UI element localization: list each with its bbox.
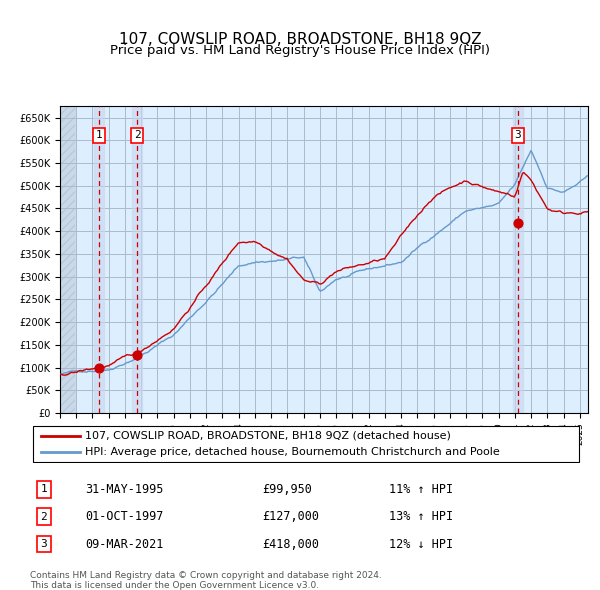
Text: 3: 3 xyxy=(40,539,47,549)
Text: 107, COWSLIP ROAD, BROADSTONE, BH18 9QZ (detached house): 107, COWSLIP ROAD, BROADSTONE, BH18 9QZ … xyxy=(85,431,451,441)
Bar xyxy=(60,106,74,413)
Text: Price paid vs. HM Land Registry's House Price Index (HPI): Price paid vs. HM Land Registry's House … xyxy=(110,44,490,57)
Point xyxy=(133,350,142,360)
FancyBboxPatch shape xyxy=(33,427,579,463)
Bar xyxy=(60,106,74,413)
Text: 01-OCT-1997: 01-OCT-1997 xyxy=(85,510,164,523)
Text: 3: 3 xyxy=(514,130,521,140)
Bar xyxy=(94,106,104,413)
Text: 13% ↑ HPI: 13% ↑ HPI xyxy=(389,510,453,523)
Text: 12% ↓ HPI: 12% ↓ HPI xyxy=(389,537,453,550)
Text: 107, COWSLIP ROAD, BROADSTONE, BH18 9QZ: 107, COWSLIP ROAD, BROADSTONE, BH18 9QZ xyxy=(119,32,481,47)
Text: £127,000: £127,000 xyxy=(262,510,319,523)
Text: 31-MAY-1995: 31-MAY-1995 xyxy=(85,483,164,496)
Text: 11% ↑ HPI: 11% ↑ HPI xyxy=(389,483,453,496)
Point xyxy=(95,363,104,372)
Text: 2: 2 xyxy=(40,512,47,522)
Text: Contains HM Land Registry data © Crown copyright and database right 2024.: Contains HM Land Registry data © Crown c… xyxy=(30,571,382,580)
Bar xyxy=(132,106,142,413)
Text: This data is licensed under the Open Government Licence v3.0.: This data is licensed under the Open Gov… xyxy=(30,581,319,589)
Text: £99,950: £99,950 xyxy=(262,483,312,496)
Bar xyxy=(513,106,523,413)
Text: 2: 2 xyxy=(134,130,140,140)
Text: 1: 1 xyxy=(96,130,103,140)
Point xyxy=(513,218,523,228)
Text: £418,000: £418,000 xyxy=(262,537,319,550)
Text: HPI: Average price, detached house, Bournemouth Christchurch and Poole: HPI: Average price, detached house, Bour… xyxy=(85,447,500,457)
Text: 1: 1 xyxy=(40,484,47,494)
Text: 09-MAR-2021: 09-MAR-2021 xyxy=(85,537,164,550)
